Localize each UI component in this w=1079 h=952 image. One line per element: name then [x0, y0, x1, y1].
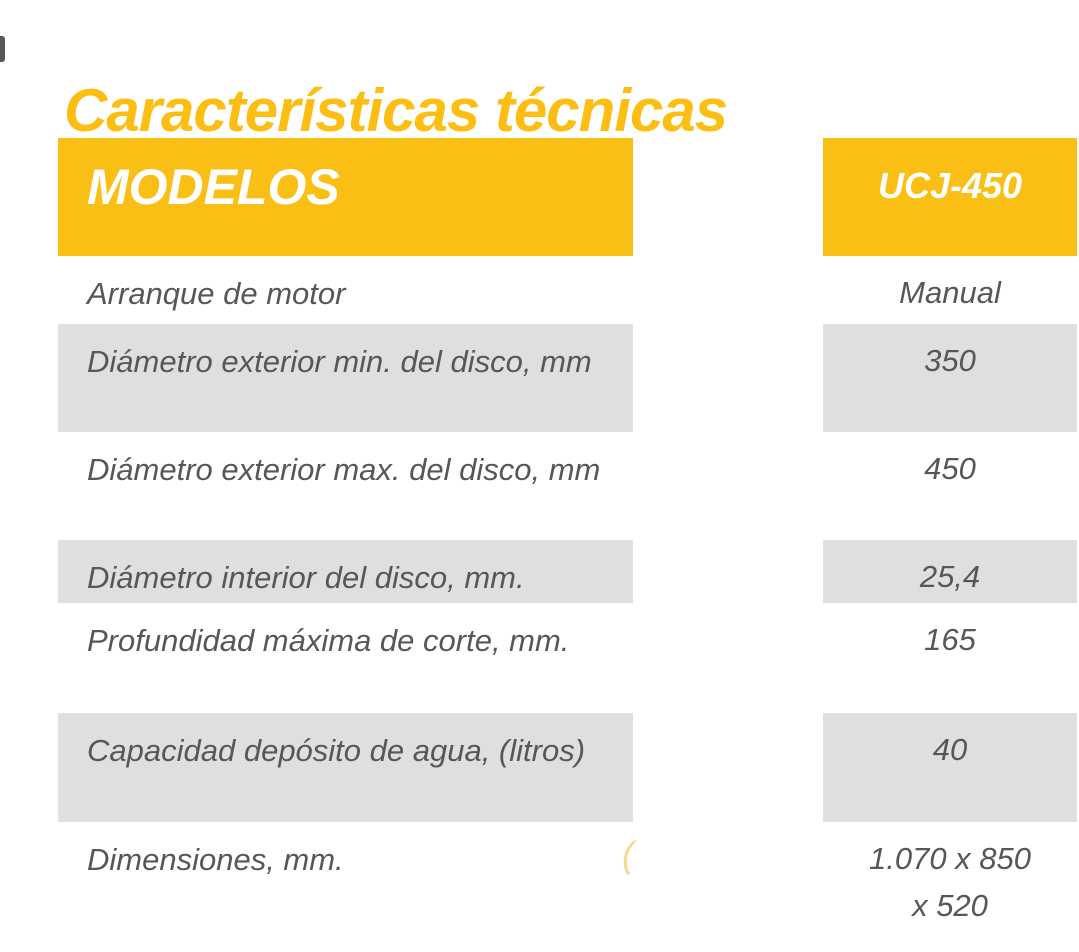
- column-gap: [633, 324, 823, 432]
- models-header-cell: MODELOS: [58, 138, 633, 256]
- spec-label: Capacidad depósito de agua, (litros): [58, 713, 633, 822]
- column-gap: [633, 822, 823, 952]
- spec-value: 25,4: [823, 540, 1077, 603]
- table-row: Diámetro exterior min. del disco, mm 350: [58, 324, 1077, 432]
- spec-value: 40: [823, 713, 1077, 822]
- spec-label: Diámetro interior del disco, mm.: [58, 540, 633, 603]
- spec-label: Profundidad máxima de corte, mm.: [87, 623, 570, 658]
- spec-value: Manual: [899, 275, 1001, 310]
- table-row: Diámetro interior del disco, mm. 25,4: [58, 540, 1077, 603]
- column-gap: [633, 432, 823, 540]
- spec-value: 1.070 x 850 x 520: [868, 841, 1032, 923]
- stray-parenthesis-mark: (: [622, 834, 634, 875]
- column-gap: [633, 540, 823, 603]
- spec-label: Arranque de motor: [87, 276, 346, 311]
- table-row: Dimensiones, mm. 1.070 x 850 x 520: [58, 822, 1077, 952]
- model-name-header-cell: UCJ-450: [823, 138, 1077, 256]
- page-title: Características técnicas: [64, 77, 728, 145]
- table-row: Diámetro exterior max. del disco, mm 450: [58, 432, 1077, 540]
- spec-table: MODELOS UCJ-450 Arranque de motor Manual…: [58, 138, 1077, 952]
- column-gap: [633, 603, 823, 713]
- spec-value: 165: [924, 622, 976, 657]
- table-header-row: MODELOS UCJ-450: [58, 138, 1077, 256]
- table-row: Arranque de motor Manual: [58, 256, 1077, 324]
- spec-label: Dimensiones, mm.: [87, 842, 344, 877]
- spec-label: Diámetro exterior max. del disco, mm: [87, 452, 601, 487]
- column-gap: [633, 713, 823, 822]
- edge-smudge-mark: [0, 36, 5, 62]
- table-row: Capacidad depósito de agua, (litros) 40: [58, 713, 1077, 822]
- column-gap: [633, 256, 823, 324]
- column-gap: [633, 138, 823, 256]
- spec-value: 350: [823, 324, 1077, 432]
- spec-label: Diámetro exterior min. del disco, mm: [58, 324, 633, 432]
- spec-value: 450: [924, 451, 976, 486]
- table-row: Profundidad máxima de corte, mm. 165: [58, 603, 1077, 713]
